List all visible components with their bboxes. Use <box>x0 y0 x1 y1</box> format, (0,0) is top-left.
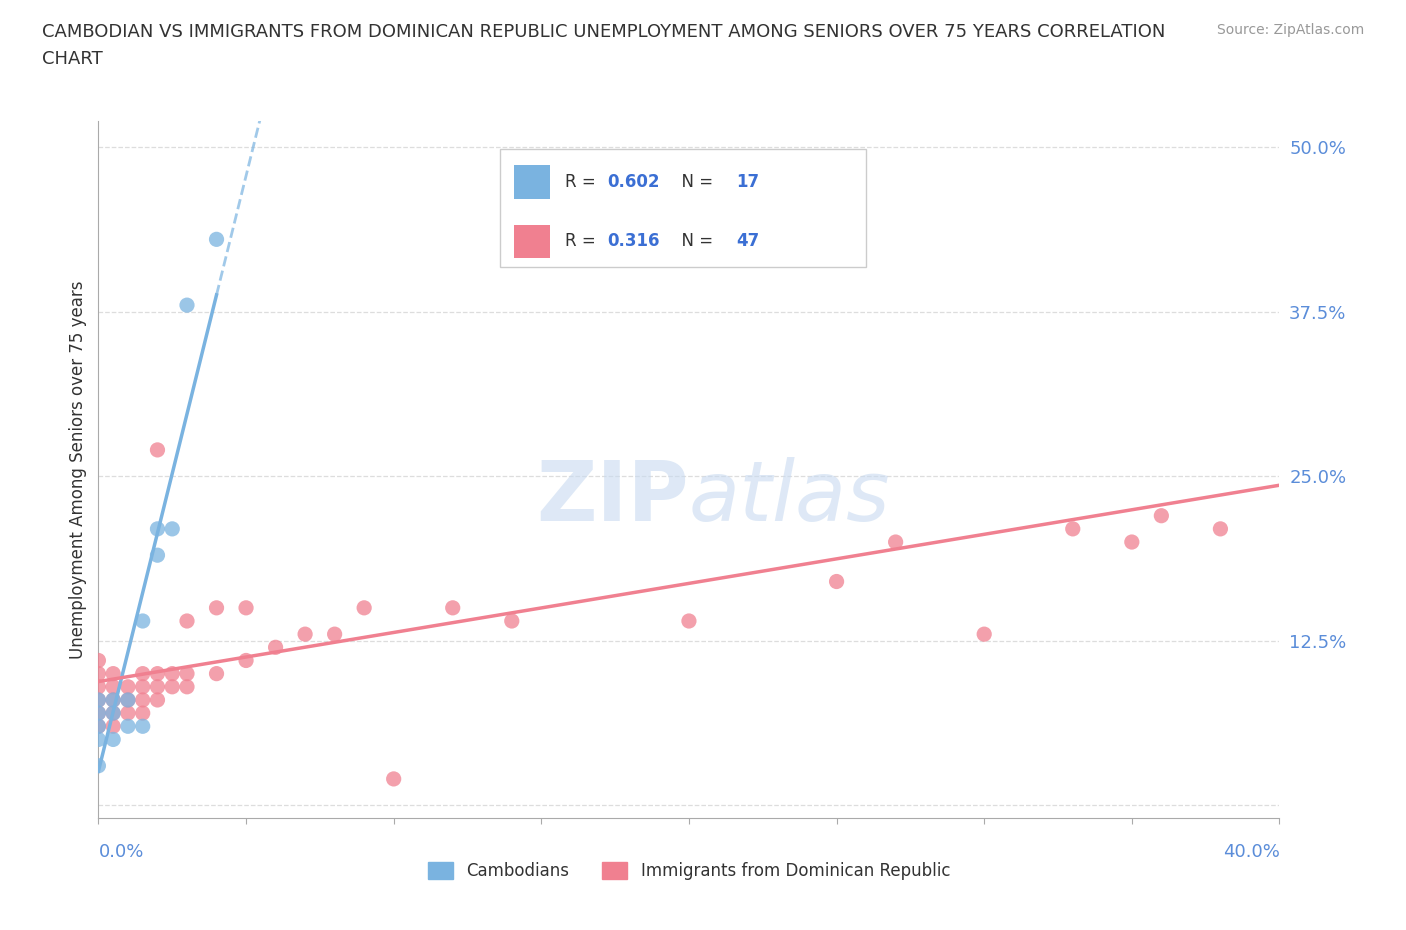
Point <box>264 640 287 655</box>
Point <box>117 719 139 734</box>
Point <box>87 706 110 721</box>
Text: Source: ZipAtlas.com: Source: ZipAtlas.com <box>1216 23 1364 37</box>
Point <box>117 693 139 708</box>
Point <box>146 443 169 458</box>
Point <box>132 614 155 629</box>
Point <box>294 627 316 642</box>
Text: 40.0%: 40.0% <box>1223 843 1279 861</box>
Point <box>176 679 198 694</box>
Point <box>1121 535 1143 550</box>
Point <box>87 666 110 681</box>
Point <box>1150 509 1173 524</box>
Point <box>103 706 125 721</box>
Point <box>117 693 139 708</box>
Text: atlas: atlas <box>689 457 890 538</box>
Point <box>1062 522 1084 537</box>
Point <box>176 666 198 681</box>
Point <box>132 693 155 708</box>
Text: 0.316: 0.316 <box>607 232 659 250</box>
Point <box>884 535 907 550</box>
Point <box>678 614 700 629</box>
Point <box>146 522 169 537</box>
Text: 47: 47 <box>737 232 759 250</box>
Point <box>146 693 169 708</box>
Point <box>235 653 257 668</box>
Point <box>87 719 110 734</box>
Point <box>205 232 228 246</box>
Point <box>87 758 110 773</box>
Y-axis label: Unemployment Among Seniors over 75 years: Unemployment Among Seniors over 75 years <box>69 281 87 658</box>
Point <box>382 772 405 787</box>
Point <box>103 693 125 708</box>
Point <box>87 706 110 721</box>
Text: N =: N = <box>671 173 718 191</box>
Point <box>678 193 700 207</box>
Point <box>103 719 125 734</box>
Text: 17: 17 <box>737 173 759 191</box>
Point <box>103 732 125 747</box>
Point <box>825 574 848 589</box>
Point <box>117 679 139 694</box>
Point <box>117 706 139 721</box>
Point <box>353 601 375 616</box>
Point <box>235 601 257 616</box>
Point <box>323 627 346 642</box>
Point <box>146 666 169 681</box>
Point <box>132 706 155 721</box>
Point <box>205 601 228 616</box>
Point <box>973 627 995 642</box>
Point <box>87 693 110 708</box>
Point <box>501 614 523 629</box>
Point <box>205 666 228 681</box>
Point <box>103 693 125 708</box>
Text: CAMBODIAN VS IMMIGRANTS FROM DOMINICAN REPUBLIC UNEMPLOYMENT AMONG SENIORS OVER : CAMBODIAN VS IMMIGRANTS FROM DOMINICAN R… <box>42 23 1166 68</box>
Point <box>146 548 169 563</box>
Point <box>87 653 110 668</box>
FancyBboxPatch shape <box>501 149 866 268</box>
Point <box>87 719 110 734</box>
Point <box>162 666 183 681</box>
Bar <box>515 225 550 258</box>
Point <box>1209 522 1232 537</box>
Point <box>441 601 464 616</box>
Point <box>87 693 110 708</box>
Bar <box>515 166 550 199</box>
Point <box>176 298 198 312</box>
Text: 0.0%: 0.0% <box>98 843 143 861</box>
Point <box>176 614 198 629</box>
Point <box>103 679 125 694</box>
Point <box>103 666 125 681</box>
Legend: Cambodians, Immigrants from Dominican Republic: Cambodians, Immigrants from Dominican Re… <box>427 862 950 880</box>
Text: N =: N = <box>671 232 718 250</box>
Point <box>87 679 110 694</box>
Text: R =: R = <box>565 173 600 191</box>
Point <box>132 719 155 734</box>
Point <box>162 522 183 537</box>
Text: ZIP: ZIP <box>537 457 689 538</box>
Point <box>103 706 125 721</box>
Point <box>87 732 110 747</box>
Point <box>146 679 169 694</box>
Point <box>162 679 183 694</box>
Text: R =: R = <box>565 232 600 250</box>
Text: 0.602: 0.602 <box>607 173 659 191</box>
Point <box>132 679 155 694</box>
Point <box>132 666 155 681</box>
